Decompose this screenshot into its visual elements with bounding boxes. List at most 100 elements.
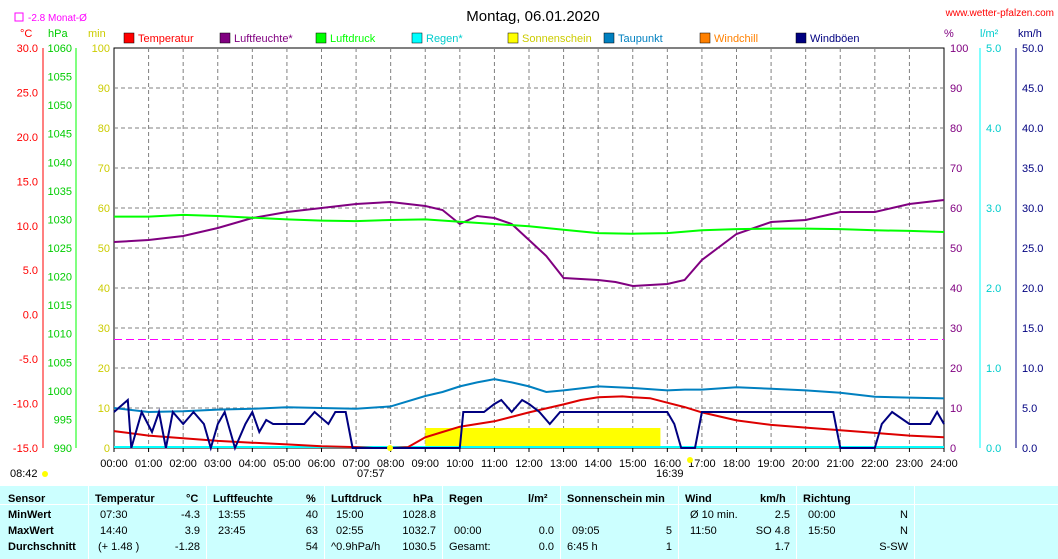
- sunrise-marker: [387, 445, 393, 451]
- pressure-tick-label: 1025: [48, 243, 72, 255]
- max-rain-time: 00:00: [454, 525, 482, 537]
- windgust-line: [113, 397, 945, 452]
- wind-tick-label: 10.0: [1022, 363, 1043, 375]
- humidity-line: [113, 199, 945, 288]
- avg-rain-label: Gesamt:: [449, 541, 491, 553]
- wind-tick-label: 40.0: [1022, 123, 1043, 135]
- temp-unit: °C: [20, 28, 32, 40]
- wind-tick-label: 35.0: [1022, 163, 1043, 175]
- x-tick-label: 18:00: [723, 458, 751, 470]
- avg-wind-value: 1.7: [774, 541, 790, 553]
- pressure-line: [114, 213, 945, 235]
- pressure-tick-label: 1045: [48, 129, 72, 141]
- hdr-hum-unit: %: [306, 493, 316, 505]
- legend-swatch: [795, 32, 807, 44]
- max-temp-value: 3.9: [184, 525, 200, 537]
- hdr-sun: Sonnenschein min: [567, 493, 665, 505]
- max-pres-time: 02:55: [336, 525, 364, 537]
- avg-pres-value: 1030.5: [402, 541, 436, 553]
- hdr-temp-unit: °C: [186, 493, 199, 505]
- legend-label: Taupunkt: [618, 33, 663, 45]
- humidity-tick-label: 60: [950, 203, 962, 215]
- pressure-tick-label: 1005: [48, 357, 72, 369]
- stats-column-sep: [206, 486, 207, 559]
- row-avg-label: Durchschnitt: [8, 541, 76, 553]
- min-dir-time: 00:00: [808, 509, 836, 521]
- stats-divider: [0, 504, 1058, 505]
- wind-tick-label: 45.0: [1022, 83, 1043, 95]
- sun-tick-label: 80: [98, 123, 110, 135]
- max-pres-value: 1032.7: [402, 525, 436, 537]
- avg-hum-value: 54: [305, 541, 318, 553]
- footer-time: 08:42: [10, 468, 38, 480]
- legend-label: Luftfeuchte*: [234, 33, 293, 45]
- max-dir-value: N: [900, 525, 908, 537]
- humidity-tick-label: 90: [950, 83, 962, 95]
- pressure-tick-label: 1060: [48, 43, 72, 55]
- sun-tick-label: 60: [98, 203, 110, 215]
- hdr-rain: Regen: [449, 493, 483, 505]
- temp-tick-label: 10.0: [17, 221, 38, 233]
- pressure-tick-label: 1055: [48, 72, 72, 84]
- rain-tick-label: 0.0: [986, 443, 1001, 455]
- max-temp-time: 14:40: [100, 525, 128, 537]
- x-tick-label: 13:00: [550, 458, 578, 470]
- humidity-tick-label: 30: [950, 323, 962, 335]
- min-dir-value: N: [900, 509, 908, 521]
- rain-tick-label: 1.0: [986, 363, 1001, 375]
- x-tick-label: 00:00: [100, 458, 128, 470]
- x-tick-label: 19:00: [757, 458, 785, 470]
- wind-tick-label: 50.0: [1022, 43, 1043, 55]
- rain-tick-label: 3.0: [986, 203, 1001, 215]
- hdr-wind: Wind: [685, 493, 712, 505]
- temp-tick-label: 5.0: [23, 265, 38, 277]
- temp-tick-label: -15.0: [13, 443, 38, 455]
- max-hum-time: 23:45: [218, 525, 246, 537]
- rain-tick-label: 2.0: [986, 283, 1001, 295]
- temp-tick-label: 25.0: [17, 87, 38, 99]
- hdr-pressure: Luftdruck: [331, 493, 382, 505]
- min-wind-label: Ø 10 min.: [690, 509, 738, 521]
- min-wind-value: 2.5: [774, 509, 790, 521]
- wind-unit: km/h: [1018, 28, 1042, 40]
- humidity-tick-label: 100: [950, 43, 968, 55]
- x-tick-label: 14:00: [584, 458, 612, 470]
- pressure-tick-label: 1015: [48, 300, 72, 312]
- min-pres-time: 15:00: [336, 509, 364, 521]
- pressure-tick-label: 1040: [48, 157, 72, 169]
- rain-tick-label: 5.0: [986, 43, 1001, 55]
- legend-swatch: [603, 32, 615, 44]
- temp-tick-label: 20.0: [17, 132, 38, 144]
- row-min-label: MinWert: [8, 509, 52, 521]
- pressure-tick-label: 1000: [48, 386, 72, 398]
- plot-area: [113, 199, 945, 463]
- dewpoint-line: [113, 378, 945, 414]
- x-tick-label: 22:00: [861, 458, 889, 470]
- avg-temp-deviation: (+ 1.48 ): [98, 541, 140, 553]
- temp-tick-label: 0.0: [23, 310, 38, 322]
- legend-swatch: [699, 32, 711, 44]
- stats-column-sep: [914, 486, 915, 559]
- hdr-wind-unit: km/h: [760, 493, 786, 505]
- max-sun-time: 09:05: [572, 525, 600, 537]
- grid: [113, 47, 945, 449]
- min-temp-value: -4.3: [181, 509, 200, 521]
- temperature-line: [113, 395, 945, 449]
- stats-column-sep: [678, 486, 679, 559]
- sun-tick-label: 100: [92, 43, 110, 55]
- sun-tick-label: 0: [104, 443, 110, 455]
- row-max-label: MaxWert: [8, 525, 54, 537]
- avg-rain-value: 0.0: [538, 541, 554, 553]
- x-tick-label: 01:00: [135, 458, 163, 470]
- x-tick-label: 15:00: [619, 458, 647, 470]
- pressure-tick-label: 1050: [48, 100, 72, 112]
- sunset-label: 16:39: [656, 468, 684, 480]
- legend-label: Windböen: [810, 33, 860, 45]
- stats-column-sep: [88, 486, 89, 559]
- chart-title: Montag, 06.01.2020: [466, 8, 599, 25]
- legend-label: Temperatur: [138, 33, 194, 45]
- sunshine-bar: [425, 428, 661, 448]
- avg-pres-trend: ^0.9hPa/h: [331, 541, 381, 553]
- sun-unit: min: [88, 28, 106, 40]
- hdr-rain-unit: l/m²: [528, 493, 548, 505]
